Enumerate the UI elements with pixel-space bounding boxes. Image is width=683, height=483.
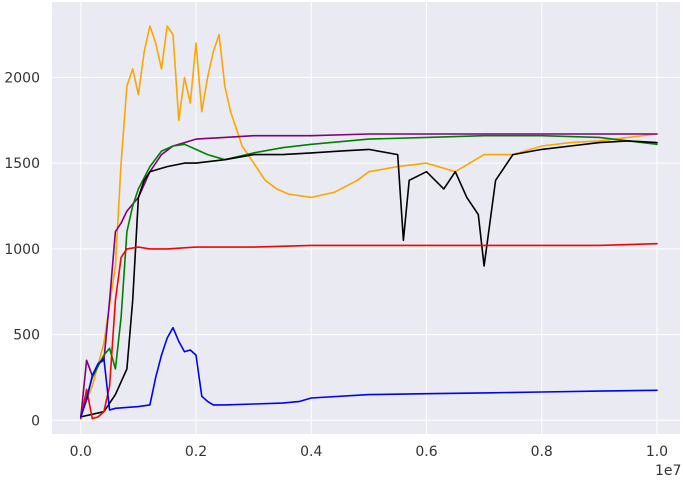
y-tick-label: 0	[31, 413, 40, 429]
series-line-red	[80, 242, 658, 420]
x-tick-label: 0.8	[531, 444, 553, 460]
series-line-orange	[80, 25, 658, 416]
y-tick-label: 500	[13, 328, 40, 344]
y-axis-ticks: 0 500 1000 1500 2000	[4, 70, 40, 429]
series-line-purple	[80, 133, 658, 418]
y-tick-label: 1500	[4, 156, 40, 172]
y-tick-label: 2000	[4, 70, 40, 86]
x-axis-ticks: 0.0 0.2 0.4 0.6 0.8 1.0	[70, 444, 668, 460]
y-tick-label: 1000	[4, 242, 40, 258]
series-line-blue	[80, 326, 658, 418]
x-tick-label: 0.4	[300, 444, 322, 460]
grid-lines	[52, 2, 680, 434]
series-line-green	[80, 134, 658, 418]
x-tick-label: 1.0	[646, 444, 668, 460]
x-axis-offset-label: 1e7	[655, 463, 681, 479]
x-tick-label: 0.0	[70, 444, 92, 460]
series-line-black	[80, 140, 658, 418]
x-tick-label: 0.6	[415, 444, 437, 460]
series-lines	[80, 25, 658, 420]
x-tick-label: 0.2	[185, 444, 207, 460]
plot-area	[52, 2, 680, 434]
